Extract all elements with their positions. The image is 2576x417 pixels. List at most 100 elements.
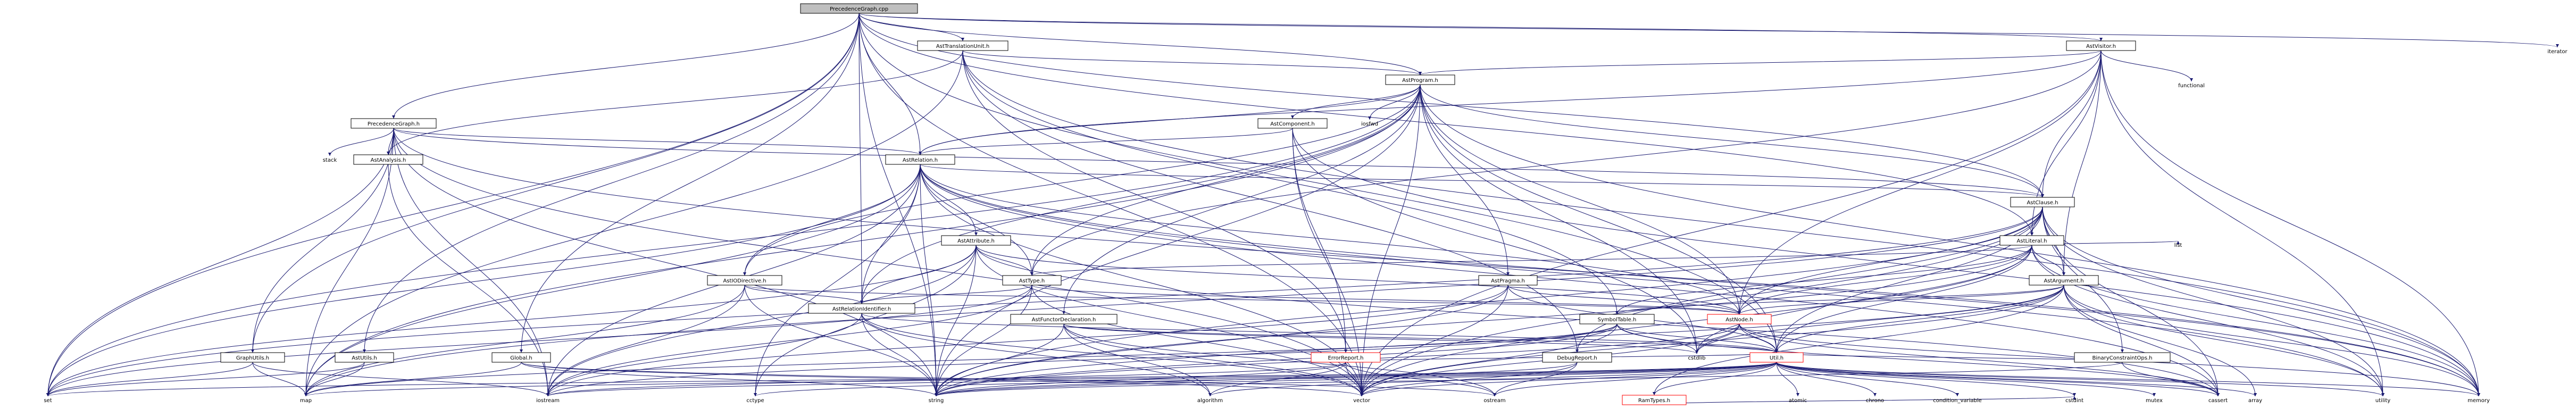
edge-acomp-arel [919,128,1293,155]
node-arel[interactable]: AstRelation.h [885,154,955,165]
node-ramt[interactable]: RamTypes.h [1622,395,1687,405]
node-box [335,352,394,363]
edge-symt-iostream [546,323,1618,397]
node-atu[interactable]: AstTranslationUnit.h [917,40,1008,51]
node-glob[interactable]: Global.h [491,352,551,363]
edge-gu-set [46,362,253,397]
edge-aattr-vector [976,245,1363,397]
edge-util-chrono [1776,362,1877,397]
edge-arel-set [46,164,921,397]
node-atype[interactable]: AstType.h [1002,275,1062,286]
node-ostream[interactable]: ostream [1483,398,1505,404]
edge-util-mutex [1776,362,2156,397]
edge-root-au [363,13,860,353]
node-util[interactable]: Util.h [1749,352,1804,363]
edge-avis-atype [1030,50,2102,276]
edge-symt-string [935,323,1618,397]
edge-aprog-cstdlib [1420,84,1698,354]
edge-aattr-iostream [546,245,977,397]
node-stack[interactable]: stack [323,157,337,163]
node-cassert[interactable]: cassert [2208,398,2228,404]
edge-afunc-util [1063,323,1778,353]
node-label: mutex [2146,398,2163,404]
node-func[interactable]: functional [2178,83,2205,89]
node-algorithm[interactable]: algorithm [1197,398,1223,404]
node-acl[interactable]: AstClause.h [2010,197,2075,207]
node-box [353,154,423,165]
edge-util-algorithm [1208,362,1777,397]
node-label: ostream [1483,398,1505,404]
node-aiodir[interactable]: AstIODirective.h [707,275,782,286]
node-avis[interactable]: AstVisitor.h [2066,40,2136,51]
node-vector[interactable]: vector [1353,398,1371,404]
node-label: GraphUtils.h [236,355,269,361]
node-ioshf[interactable]: iosfwd [1361,121,1378,127]
edge-atu-aprog [962,50,1422,76]
node-gu[interactable]: GraphUtils.h [220,352,285,363]
node-label: AstLiteral.h [2017,238,2047,244]
node-utility[interactable]: utility [2375,398,2391,404]
edge-root-atu [858,13,964,41]
node-set[interactable]: set [44,398,52,404]
edge-aarg-utility [2063,285,2385,397]
node-array[interactable]: array [2248,398,2262,404]
node-dbg[interactable]: DebugReport.h [1542,352,1612,363]
node-cstdint[interactable]: cstdint [2065,398,2083,404]
edge-acl-memory [2042,206,2480,397]
node-acomp[interactable]: AstComponent.h [1257,118,1328,129]
node-memory[interactable]: memory [2467,398,2490,404]
edge-arid-util [861,313,1778,353]
edge-aprog-anode [1420,84,1741,315]
edge-aprog-ioshf [1368,84,1421,120]
node-label: Global.h [510,355,532,361]
edge-arel-map [304,164,921,397]
edge-aattr-atype [976,245,1033,276]
edge-aiodir-iostream [546,285,745,397]
node-box [1010,314,1118,324]
node-anode[interactable]: AstNode.h [1707,314,1772,324]
node-au[interactable]: AstUtils.h [335,352,394,363]
node-label: AstRelation.h [903,157,938,163]
node-map[interactable]: map [300,398,312,404]
node-list[interactable]: list [2174,243,2182,248]
node-box [1542,352,1612,363]
edge-atu-dbg [962,50,1579,353]
node-label: AstPragma.h [1491,278,1525,284]
edge-avis-utility [2100,50,2385,397]
node-aarg[interactable]: AstArgument.h [2029,275,2099,286]
edge-arid-string [861,313,938,397]
edge-afunc-vector [1063,323,1363,397]
node-box [1478,275,1538,286]
edge-symt-cstdlib [1616,323,1698,354]
node-condvar[interactable]: condition_variable [1933,398,1982,404]
edge-symt-map [304,323,1618,397]
node-root: PrecedenceGraph.cpp [800,3,918,14]
edge-arel-string [920,164,938,397]
node-cstdlib[interactable]: cstdlib [1688,355,1706,361]
node-alit[interactable]: AstLiteral.h [1999,235,2064,246]
edge-dbg-vector [1360,362,1578,397]
edge-layer [46,13,2559,405]
node-afunc[interactable]: AstFunctorDeclaration.h [1010,314,1118,324]
node-chrono[interactable]: chrono [1866,398,1884,404]
edge-au-map [304,362,365,397]
node-bco[interactable]: BinaryConstraintOps.h [2074,352,2171,363]
edge-bco-util [1775,352,2123,363]
node-aattr[interactable]: AstAttribute.h [941,235,1011,246]
node-iter[interactable]: iterator [2547,49,2567,55]
node-cctype[interactable]: cctype [746,398,764,404]
node-iostream[interactable]: iostream [536,398,560,404]
node-pg[interactable]: PrecedenceGraph.h [351,118,437,129]
node-symt[interactable]: SymbolTable.h [1579,314,1655,324]
node-atomic[interactable]: atomic [1789,398,1807,404]
node-aprag[interactable]: AstPragma.h [1478,275,1538,286]
node-string[interactable]: string [929,398,944,404]
node-aana[interactable]: AstAnalysis.h [353,154,423,165]
edge-arel-acl [920,164,2044,198]
node-mutex[interactable]: mutex [2146,398,2163,404]
node-box [220,352,285,363]
node-aprog[interactable]: AstProgram.h [1385,74,1455,85]
node-arid[interactable]: AstRelationIdentifier.h [808,303,915,314]
node-box [707,275,782,286]
node-err[interactable]: ErrorReport.h [1311,352,1381,363]
